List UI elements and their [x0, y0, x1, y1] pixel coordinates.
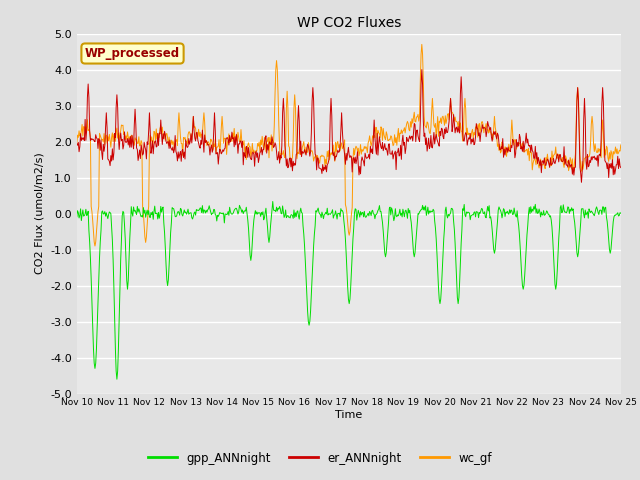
gpp_ANNnight — [417, 208, 424, 214]
Y-axis label: CO2 Flux (umol/m2/s): CO2 Flux (umol/m2/s) — [35, 153, 45, 275]
Text: WP_processed: WP_processed — [85, 47, 180, 60]
er_ANNnight — [578, 180, 586, 185]
er_ANNnight — [617, 165, 625, 170]
gpp_ANNnight — [617, 210, 625, 216]
wc_gf — [433, 134, 440, 140]
wc_gf — [73, 141, 81, 146]
gpp_ANNnight — [73, 214, 81, 220]
wc_gf — [223, 140, 231, 145]
gpp_ANNnight — [269, 199, 276, 204]
Title: WP CO2 Fluxes: WP CO2 Fluxes — [296, 16, 401, 30]
Line: gpp_ANNnight: gpp_ANNnight — [77, 202, 621, 379]
wc_gf — [91, 243, 99, 249]
wc_gf — [195, 126, 202, 132]
Line: wc_gf: wc_gf — [77, 44, 621, 246]
er_ANNnight — [415, 136, 422, 142]
wc_gf — [83, 128, 90, 134]
wc_gf — [140, 210, 147, 216]
gpp_ANNnight — [140, 204, 147, 210]
X-axis label: Time: Time — [335, 410, 362, 420]
gpp_ANNnight — [195, 208, 202, 214]
wc_gf — [418, 41, 426, 47]
er_ANNnight — [431, 135, 439, 141]
Legend: gpp_ANNnight, er_ANNnight, wc_gf: gpp_ANNnight, er_ANNnight, wc_gf — [143, 447, 497, 469]
er_ANNnight — [418, 67, 426, 72]
er_ANNnight — [194, 137, 202, 143]
gpp_ANNnight — [83, 213, 90, 218]
er_ANNnight — [73, 141, 81, 146]
gpp_ANNnight — [433, 236, 440, 241]
wc_gf — [617, 142, 625, 148]
wc_gf — [416, 113, 424, 119]
er_ANNnight — [223, 135, 230, 141]
gpp_ANNnight — [223, 211, 231, 217]
Line: er_ANNnight: er_ANNnight — [77, 70, 621, 182]
gpp_ANNnight — [113, 376, 121, 382]
er_ANNnight — [139, 152, 147, 158]
er_ANNnight — [83, 128, 90, 133]
